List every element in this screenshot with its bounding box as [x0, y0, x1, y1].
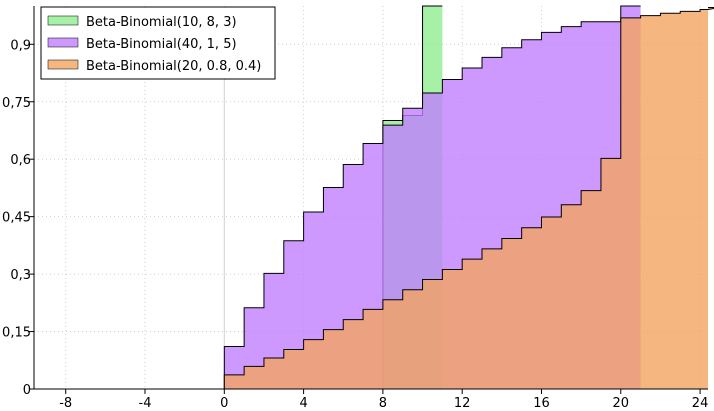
series-area-2: [224, 7, 714, 389]
y-tick-label: 0,3: [10, 268, 31, 283]
legend-label-1: Beta-Binomial(40, 1, 5): [86, 37, 237, 52]
x-tick-label: 12: [454, 396, 471, 411]
x-tick-label: -4: [139, 396, 152, 411]
series-line-1: [223, 5, 641, 389]
y-tick-label: 0,6: [10, 153, 31, 168]
y-tick-label: 0,15: [2, 326, 31, 341]
legend-box: [40, 6, 276, 80]
x-tick-label: 4: [299, 396, 307, 411]
x-ticks: -8 -4 0 4 8 12 16 20 24: [59, 389, 708, 411]
series-layer: [223, 5, 714, 390]
legend-swatch-0: [47, 15, 79, 26]
y-tick-label: 0: [23, 383, 31, 398]
legend: Beta-Binomial(10, 8, 3) Beta-Binomial(40,…: [40, 6, 276, 80]
x-tick-label: 24: [692, 396, 709, 411]
legend-label-2: Beta-Binomial(20, 0.8, 0.4): [86, 59, 261, 74]
legend-label-0: Beta-Binomial(10, 8, 3): [86, 15, 237, 30]
legend-swatch-2: [47, 59, 79, 70]
x-tick-label: 20: [613, 396, 630, 411]
y-ticks: 0 0,15 0,3 0,45 0,6 0,75 0,9: [2, 38, 34, 398]
x-tick-label: 0: [220, 396, 228, 411]
series-line-2: [223, 7, 714, 389]
y-tick-label: 0,9: [10, 38, 31, 53]
x-tick-label: 16: [533, 396, 550, 411]
x-tick-label: 8: [379, 396, 387, 411]
x-tick-label: -8: [59, 396, 72, 411]
y-tick-label: 0,75: [2, 96, 31, 111]
y-tick-label: 0,45: [2, 211, 31, 226]
legend-swatch-1: [47, 37, 79, 48]
